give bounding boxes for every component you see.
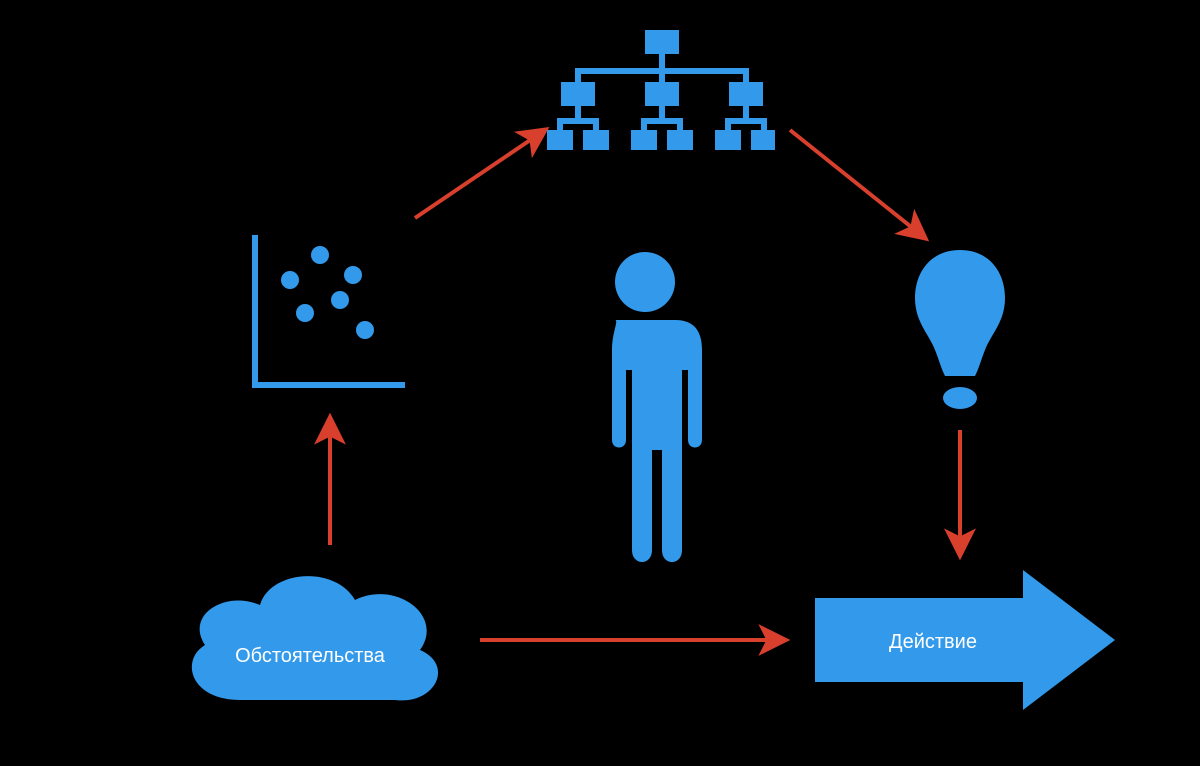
circumstances-cloud: Обстоятельства	[170, 560, 450, 720]
action-arrow-block: Действие	[815, 570, 1115, 710]
lightbulb-icon	[915, 250, 1005, 410]
scatter-chart-icon	[245, 225, 415, 395]
circumstances-label: Обстоятельства	[235, 645, 386, 667]
scatter-dot	[311, 246, 329, 264]
scatter-dot	[331, 291, 349, 309]
org-tree-icon	[545, 30, 775, 190]
scatter-dot	[281, 271, 299, 289]
flow-arrow-hierarchy-to-idea	[790, 130, 925, 238]
action-label: Действие	[889, 631, 977, 653]
scatter-dot	[344, 266, 362, 284]
flow-arrow-data-to-hierarchy	[415, 130, 545, 218]
scatter-dot	[296, 304, 314, 322]
scatter-dot	[356, 321, 374, 339]
diagram-stage: Обстоятельства	[0, 0, 1200, 766]
person-icon	[570, 250, 720, 570]
